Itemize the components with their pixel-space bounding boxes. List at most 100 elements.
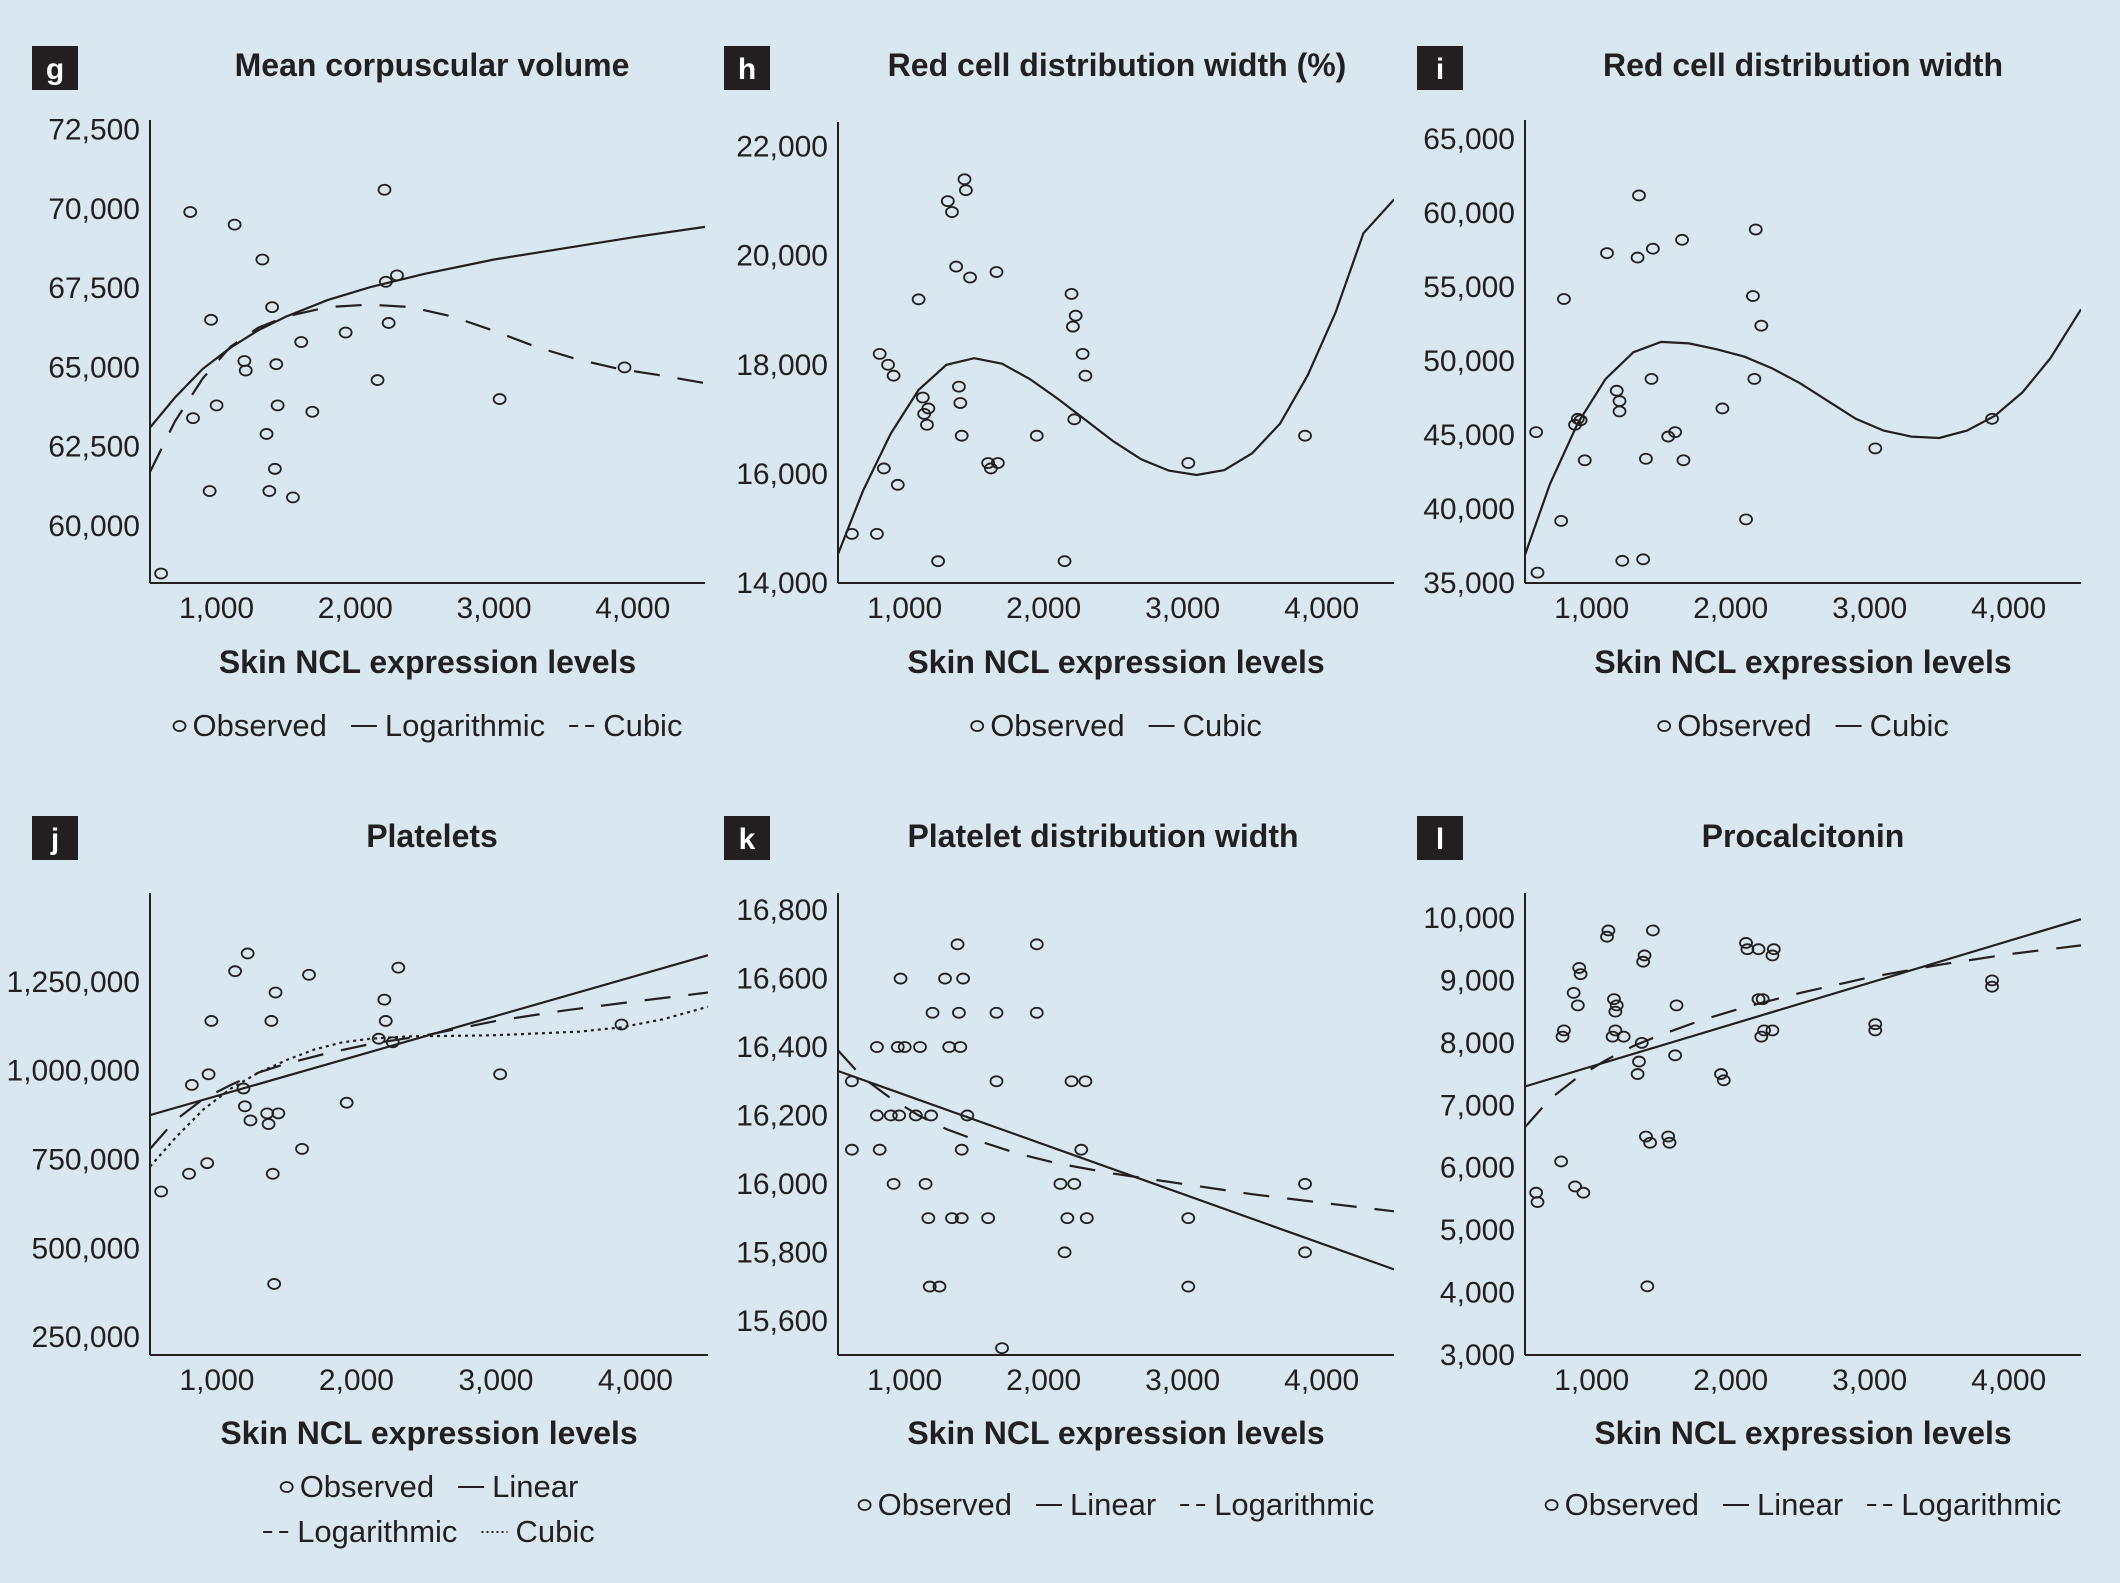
x-axis-label: Skin NCL expression levels [1594, 644, 2011, 680]
x-tick-label: 3,000 [1832, 1364, 1907, 1397]
data-point [989, 266, 1004, 278]
data-point [989, 1006, 1004, 1019]
data-point [209, 399, 224, 412]
data-point [954, 429, 969, 442]
data-point [1529, 1186, 1544, 1199]
x-axis-label: Skin NCL expression levels [1594, 1415, 2011, 1451]
data-point [302, 968, 316, 981]
data-point [305, 405, 320, 418]
legend-symbol [857, 1499, 872, 1511]
data-point [182, 1167, 196, 1180]
x-tick-label: 4,000 [1971, 1364, 2046, 1397]
legend: Observed Linear Logarithmic [1544, 1487, 2061, 1522]
data-point [391, 961, 406, 974]
fit-line-logarithmic [150, 991, 708, 1150]
data-point [922, 1280, 937, 1293]
y-tick-label: 67,500 [48, 272, 140, 305]
data-point [921, 402, 936, 415]
data-point [1573, 414, 1588, 427]
data-point [893, 972, 908, 985]
y-tick-label: 6,000 [1440, 1152, 1515, 1185]
data-point [617, 361, 632, 374]
data-point [1029, 938, 1044, 951]
x-tick-label: 3,000 [458, 1364, 533, 1397]
data-point [267, 462, 282, 475]
x-tick-label: 2,000 [319, 1364, 394, 1397]
data-point [1754, 1030, 1769, 1043]
data-point [1755, 993, 1770, 1006]
y-tick-label: 16,000 [736, 458, 828, 491]
data-point [892, 1109, 907, 1122]
data-point [940, 195, 955, 208]
data-point [1607, 993, 1621, 1006]
data-point [204, 1015, 219, 1027]
data-point [949, 260, 964, 273]
chart-title: Platelets [366, 818, 498, 854]
data-point [237, 355, 252, 367]
data-point [1747, 372, 1762, 385]
y-tick-label: 60,000 [1423, 197, 1515, 230]
data-point [954, 1143, 969, 1156]
data-point [1078, 369, 1093, 382]
data-point [963, 271, 977, 284]
data-point [1566, 986, 1581, 999]
data-point [1064, 287, 1079, 300]
x-axis-label: Skin NCL expression levels [907, 644, 1324, 680]
y-tick-label: 16,000 [736, 1168, 828, 1201]
data-point [259, 428, 274, 440]
data-point [1609, 384, 1624, 397]
data-point [1645, 924, 1660, 937]
data-point [989, 1075, 1004, 1088]
data-point [1181, 457, 1196, 469]
data-point [1985, 980, 1999, 993]
legend-label: Logarithmic [385, 708, 545, 743]
fit-line-logarithmic [1525, 944, 2081, 1128]
data-point [1637, 949, 1652, 962]
data-point [236, 1082, 251, 1095]
legend-label: Observed [1677, 708, 1811, 743]
plot-area [150, 183, 705, 580]
x-tick-label: 1,000 [867, 592, 942, 625]
data-point [1612, 405, 1627, 418]
legend-label: Observed [1565, 1487, 1699, 1522]
data-point [265, 301, 280, 314]
data-point [1060, 1212, 1075, 1225]
chart-title: Procalcitonin [1702, 818, 1905, 854]
x-tick-label: 3,000 [1145, 1364, 1220, 1397]
y-tick-label: 16,600 [736, 963, 828, 996]
data-point [1064, 1075, 1079, 1088]
data-point [938, 972, 952, 985]
legend-label: Observed [300, 1469, 434, 1504]
data-point [202, 485, 217, 497]
data-point [1078, 1075, 1093, 1088]
data-point [981, 457, 996, 469]
data-point [378, 1015, 393, 1027]
data-point [883, 1109, 898, 1122]
data-point [1529, 426, 1544, 439]
legend-symbol [172, 720, 187, 732]
legend-label: Logarithmic [297, 1514, 457, 1549]
data-point [371, 1032, 386, 1045]
legend-label: Linear [1070, 1487, 1156, 1522]
data-point [1630, 1068, 1645, 1080]
legend: Observed Logarithmic Cubic [172, 708, 682, 743]
data-point [918, 1177, 933, 1190]
data-point [990, 457, 1005, 469]
legend-point-marker [970, 720, 985, 732]
x-tick-label: 1,000 [1554, 592, 1629, 625]
y-tick-label: 55,000 [1423, 271, 1515, 304]
panel-letter-badge [724, 46, 770, 90]
chart-panel-j: j Platelets 1,000 2,000 3,000 4,000 250,000 500… [7, 816, 708, 1549]
data-point [1074, 1143, 1089, 1156]
legend-point-marker [172, 720, 187, 732]
data-point [154, 567, 169, 580]
data-point [1766, 943, 1781, 956]
data-point [1298, 1177, 1312, 1190]
data-point [240, 947, 255, 960]
data-point [1630, 251, 1645, 264]
data-point [1675, 233, 1689, 246]
data-point [954, 1212, 969, 1225]
panel-letter: l [1436, 823, 1444, 856]
legend-point-marker [279, 1481, 294, 1493]
x-tick-label: 1,000 [179, 592, 254, 625]
